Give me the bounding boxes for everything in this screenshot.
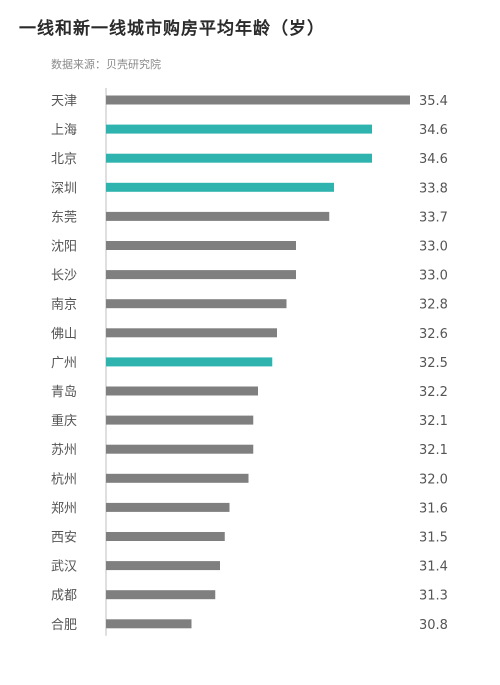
bar-12 [106,415,254,425]
category-label: 深圳 [51,181,77,196]
category-label: 佛山 [51,327,77,342]
value-label: 30.8 [419,618,448,633]
value-label: 33.0 [419,240,448,255]
value-label: 33.7 [419,210,448,225]
bar-4 [106,182,334,192]
category-label: 武汉 [51,560,77,575]
category-label: 重庆 [51,413,77,429]
category-label: 沈阳 [51,240,77,255]
category-label: 广州 [51,356,77,371]
bar-13 [106,444,254,454]
chart-title: 一线和新一线城市购房平均年龄（岁） [19,19,325,39]
bar-6 [106,241,296,250]
category-label: 南京 [51,297,77,313]
value-label: 34.6 [419,123,448,138]
bar-16 [106,532,225,541]
bar-15 [106,502,230,512]
category-label: 苏州 [51,442,77,458]
bar-9 [106,328,277,338]
bar-17 [106,561,220,571]
value-label: 33.8 [419,181,448,196]
value-label: 31.4 [419,560,448,575]
category-label: 青岛 [51,384,77,400]
value-label: 32.1 [419,443,448,458]
value-label: 35.4 [419,94,448,109]
value-label: 32.6 [419,327,448,342]
bar-5 [106,211,330,221]
category-label: 东莞 [51,210,77,225]
value-label: 32.0 [419,472,448,487]
bar-1 [106,95,410,105]
bar-19 [106,619,192,629]
value-label: 31.3 [419,589,448,604]
category-label: 北京 [51,152,77,167]
bar-10 [106,357,273,367]
category-label: 西安 [51,531,77,546]
category-label: 长沙 [51,269,77,284]
value-label: 31.5 [419,531,448,546]
category-label: 天津 [51,94,77,109]
value-label: 32.5 [419,356,448,371]
bar-7 [106,270,296,280]
value-label: 32.2 [419,385,448,400]
bar-3 [106,153,372,163]
bar-18 [106,590,216,600]
value-label: 32.1 [419,414,448,429]
value-label: 31.6 [419,501,448,516]
category-label: 成都 [51,589,77,604]
category-label: 郑州 [51,501,77,516]
bar-2 [106,124,372,134]
data-source-note: 数据来源：贝壳研究院 [51,58,161,71]
category-label: 合肥 [51,618,77,633]
category-label: 杭州 [51,472,77,487]
value-label: 34.6 [419,152,448,167]
bar-8 [106,299,287,309]
category-label: 上海 [51,123,77,138]
bar-14 [106,473,249,483]
bar-11 [106,386,258,396]
value-label: 33.0 [419,269,448,284]
value-label: 32.8 [419,298,448,313]
